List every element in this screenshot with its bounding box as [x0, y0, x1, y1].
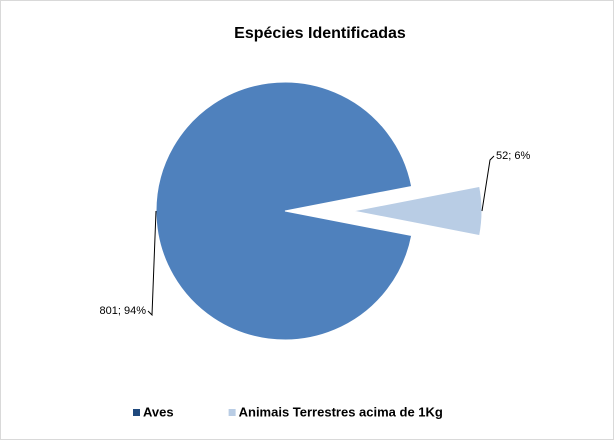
legend-label: Animais Terrestres acima de 1Kg	[239, 404, 443, 419]
chart-title: Espécies Identificadas	[234, 25, 406, 42]
legend-swatch	[133, 409, 140, 416]
legend-label: Aves	[143, 404, 174, 419]
leader-line	[147, 210, 157, 317]
legend-swatch	[228, 409, 236, 416]
pie-slice	[352, 185, 483, 237]
leader-line	[481, 155, 495, 212]
data-label: 52; 6%	[496, 150, 530, 162]
pie-slice	[155, 81, 413, 341]
data-label: 801; 94%	[100, 305, 147, 317]
